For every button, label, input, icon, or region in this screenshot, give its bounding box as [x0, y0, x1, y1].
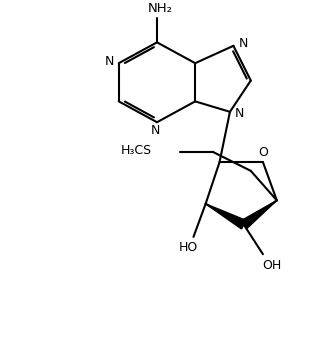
Text: N: N: [238, 36, 248, 50]
Text: HO: HO: [179, 242, 198, 255]
Text: N: N: [151, 125, 160, 138]
Text: O: O: [259, 146, 268, 159]
Text: N: N: [104, 55, 114, 68]
Text: NH₂: NH₂: [148, 2, 173, 15]
Polygon shape: [206, 204, 246, 229]
Polygon shape: [241, 201, 277, 229]
Text: H₃CS: H₃CS: [121, 144, 152, 157]
Text: OH: OH: [262, 259, 281, 272]
Text: N: N: [235, 107, 244, 120]
